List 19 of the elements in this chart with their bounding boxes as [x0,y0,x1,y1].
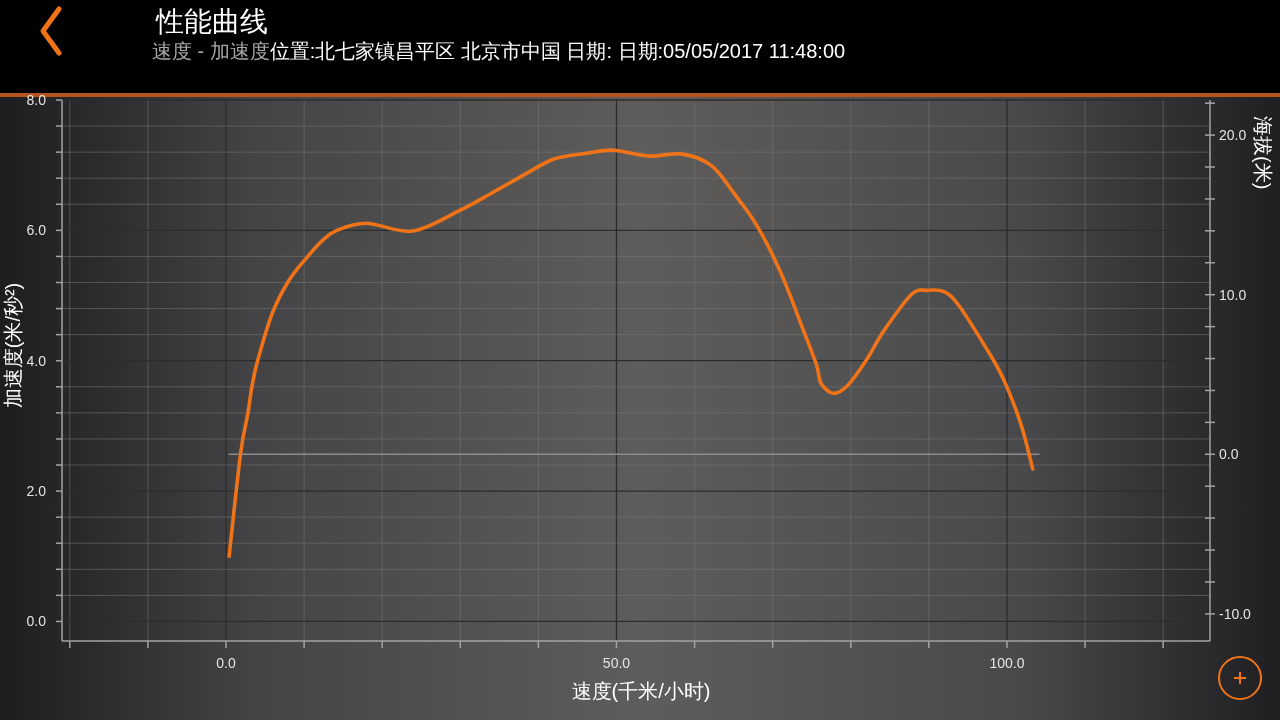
y-tick-label: 6.0 [26,222,47,239]
chart-subtitle: 速度 - 加速度 [152,40,270,62]
y-tick-label: 2.0 [26,483,47,500]
y2-tick-label: 0.0 [1219,446,1239,463]
y2-tick-label: 20.0 [1219,127,1247,144]
x-tick-label: 0.0 [216,655,236,671]
x-tick-label: 50.0 [602,655,631,671]
line-series [227,148,1035,559]
y-axis-title: 加速度(米/秒²) [2,282,24,409]
y2-axis-title: 海拔(米) [1252,116,1274,190]
x-tick-label: 100.0 [989,655,1025,671]
y-tick-label: 0.0 [26,613,47,630]
y2-tick-label: 10.0 [1219,286,1247,303]
y-tick-label: 8.0 [26,92,47,108]
chart-title: 性能曲线 [155,6,268,37]
text: 位置:北七家镇昌平区 北京市中国 日期: 日期:05/05/2017 11:48:00 [269,40,846,62]
x-axis-title: 速度(千米/小时) [571,680,711,702]
y-tick-label: 4.0 [26,352,47,369]
y2-tick-label: -10.0 [1219,605,1252,622]
